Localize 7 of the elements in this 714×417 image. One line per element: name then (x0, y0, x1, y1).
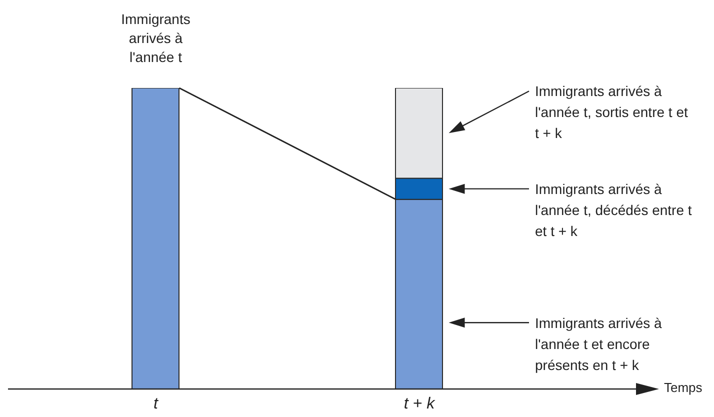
annotation: Immigrants arrivés à l'année t et encore présents en t + k (535, 314, 663, 375)
annotation: Immigrants arrivés à l'année t, décédés entre t et t + k (535, 180, 693, 241)
x-axis-title: Temps (664, 380, 702, 395)
x-tick-label: t + k (404, 395, 436, 412)
x-tick-label: t (154, 395, 159, 412)
annotation: Immigrants arrivés à l'année t, sortis entre t et t + k (535, 82, 689, 144)
text: Immigrants arrivés à l'année t (120, 10, 192, 67)
